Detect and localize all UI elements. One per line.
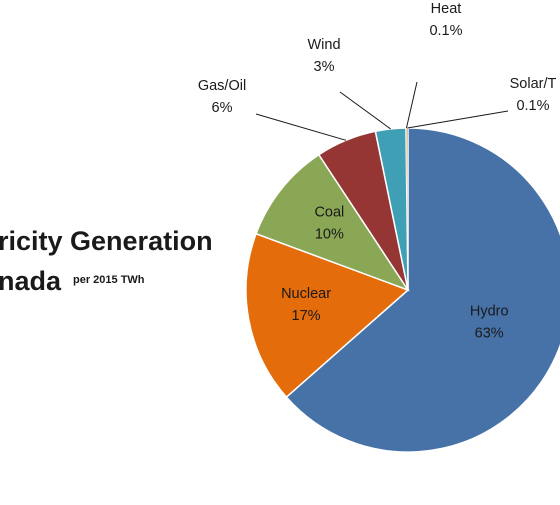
pie-slices [245,127,560,453]
slice-label-wind: Wind 3% [307,37,340,75]
slice-name: Wind [307,37,340,53]
leader-line-solar-t [407,110,509,129]
slice-percent: 63% [475,326,504,342]
chart-title-line-1: ricity Generation [0,226,213,256]
slice-label-steam-from-waste-heat: Steam from WasteHeat0.1% [386,0,506,39]
slice-label-solar-t: Solar/T 0.1% [510,76,557,114]
slice-percent: 0.1% [516,98,549,114]
slice-percent: 3% [314,59,335,75]
pie-slice-coal [255,153,410,292]
slice-name: Nuclear [281,286,331,302]
slice-label-gas-oil: Gas/Oil 6% [198,78,246,116]
leader-line-wind [339,91,391,130]
chart-subtitle: per 2015 TWh [73,274,145,286]
slice-name: Hydro [470,304,509,320]
slice-name: Heat [431,1,462,17]
pie-slice-hydro [285,127,560,453]
slice-name: Gas/Oil [198,78,246,94]
leader-line-gas-oil [255,113,347,141]
slice-label-coal: Coal 10% [314,205,344,243]
slice-percent: 0.1% [429,23,462,39]
slice-percent: 17% [292,308,321,324]
chart-title-line-2: nada [0,266,62,296]
slice-percent: 10% [315,227,344,243]
slice-name: Coal [314,205,344,221]
leader-line-steam-from-waste-heat [405,81,418,129]
slice-label-hydro: Hydro 63% [470,304,509,342]
slice-labels: Hydro 63% Nuclear 17% Coal 10% Gas/Oil 6% Wind 3%… [198,0,557,342]
slice-name: Solar/T [510,76,557,92]
pie-slice-nuclear [245,232,410,399]
slice-percent: 6% [212,100,233,116]
leader-lines [255,81,509,141]
slice-label-nuclear: Nuclear 17% [281,286,331,324]
